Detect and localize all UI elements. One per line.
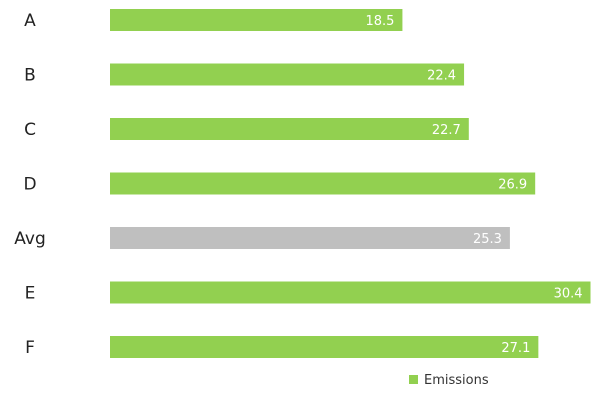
bar-average xyxy=(110,227,510,249)
data-label: 30.4 xyxy=(554,287,583,302)
bar xyxy=(110,9,403,31)
category-label: D xyxy=(23,175,36,195)
data-label: 27.1 xyxy=(501,341,530,356)
category-label: A xyxy=(24,11,36,31)
category-label: Avg xyxy=(14,229,46,249)
legend-label: Emissions xyxy=(424,373,489,388)
category-label: C xyxy=(24,120,36,140)
category-label: F xyxy=(25,338,35,358)
data-label: 22.4 xyxy=(427,69,456,84)
category-label: B xyxy=(24,66,36,86)
bar xyxy=(110,63,465,86)
legend-swatch xyxy=(409,375,418,384)
bar xyxy=(110,118,469,140)
data-label: 22.7 xyxy=(432,123,461,138)
data-label: 18.5 xyxy=(365,14,394,29)
category-label: E xyxy=(25,284,36,304)
bar xyxy=(110,281,591,304)
bar xyxy=(110,172,536,195)
data-label: 25.3 xyxy=(473,232,502,247)
bar xyxy=(110,336,539,358)
data-label: 26.9 xyxy=(498,178,527,193)
